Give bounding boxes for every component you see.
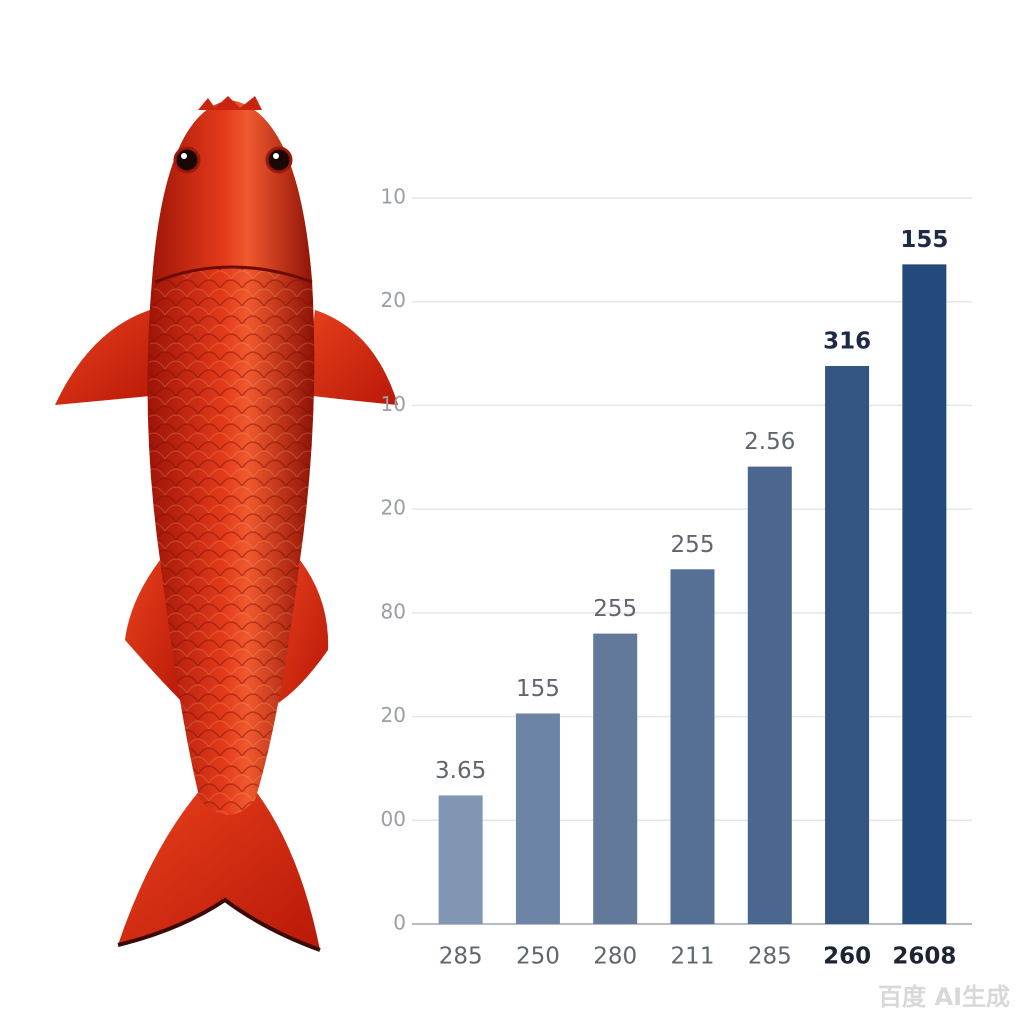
y-tick-label: 00 <box>381 807 406 831</box>
bar <box>747 466 792 924</box>
watermark: 百度 AI生成 <box>878 983 1010 1011</box>
x-tick-label: 285 <box>439 944 483 970</box>
y-tick-label: 20 <box>381 496 406 520</box>
bar <box>670 569 715 924</box>
bar <box>593 633 638 924</box>
bar <box>438 795 483 924</box>
y-tick-label: 20 <box>381 288 406 312</box>
value-label: 316 <box>823 329 871 355</box>
bar <box>515 713 560 924</box>
x-tick-label: 280 <box>593 944 637 970</box>
x-tick-label: 2608 <box>892 944 956 970</box>
fish-illustration <box>55 96 398 952</box>
y-tick-label: 0 <box>393 911 406 935</box>
value-label: 255 <box>593 596 637 622</box>
value-label: 155 <box>900 227 948 253</box>
value-label: 155 <box>516 676 560 702</box>
value-label: 3.65 <box>435 758 486 784</box>
x-tick-label: 260 <box>823 944 871 970</box>
value-label: 255 <box>671 532 715 558</box>
x-tick-label: 250 <box>516 944 560 970</box>
bar <box>902 264 947 924</box>
y-tick-label: 10 <box>381 392 406 416</box>
bar <box>825 366 870 924</box>
x-tick-label: 285 <box>748 944 792 970</box>
y-tick-label: 10 <box>381 185 406 209</box>
y-tick-label: 80 <box>381 599 406 623</box>
value-label: 2.56 <box>744 429 795 455</box>
y-tick-label: 20 <box>381 703 406 727</box>
x-tick-label: 211 <box>671 944 715 970</box>
